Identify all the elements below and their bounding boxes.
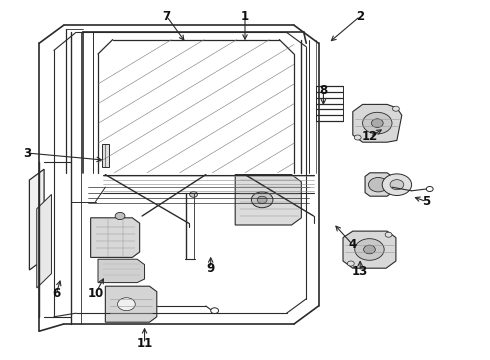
Text: 4: 4	[349, 238, 357, 251]
Circle shape	[354, 135, 361, 140]
Text: 9: 9	[207, 262, 215, 275]
Circle shape	[385, 232, 392, 237]
Polygon shape	[105, 286, 157, 322]
Text: 11: 11	[136, 337, 153, 350]
Polygon shape	[98, 259, 145, 283]
Circle shape	[355, 239, 384, 260]
Circle shape	[190, 192, 197, 197]
Circle shape	[382, 174, 412, 195]
Text: 13: 13	[352, 265, 368, 278]
Text: 12: 12	[362, 130, 378, 143]
Polygon shape	[91, 218, 140, 257]
Circle shape	[363, 112, 392, 134]
Text: 3: 3	[23, 147, 31, 159]
Polygon shape	[365, 173, 392, 196]
Text: 2: 2	[356, 10, 364, 23]
Polygon shape	[235, 175, 301, 225]
Circle shape	[115, 212, 125, 220]
Circle shape	[368, 177, 388, 192]
Circle shape	[118, 298, 135, 311]
Circle shape	[390, 180, 404, 190]
Text: 8: 8	[319, 84, 327, 96]
Text: 5: 5	[422, 195, 430, 208]
Text: 6: 6	[52, 287, 60, 300]
Circle shape	[347, 261, 354, 266]
Circle shape	[257, 196, 267, 203]
Polygon shape	[37, 194, 51, 288]
Text: 1: 1	[241, 10, 249, 23]
Circle shape	[364, 245, 375, 254]
Circle shape	[371, 119, 383, 127]
Circle shape	[392, 106, 399, 111]
Circle shape	[251, 192, 273, 208]
Polygon shape	[102, 144, 109, 167]
Text: 10: 10	[87, 287, 104, 300]
Polygon shape	[29, 169, 44, 270]
Polygon shape	[353, 104, 402, 142]
Text: 7: 7	[163, 10, 171, 23]
Polygon shape	[343, 231, 396, 268]
